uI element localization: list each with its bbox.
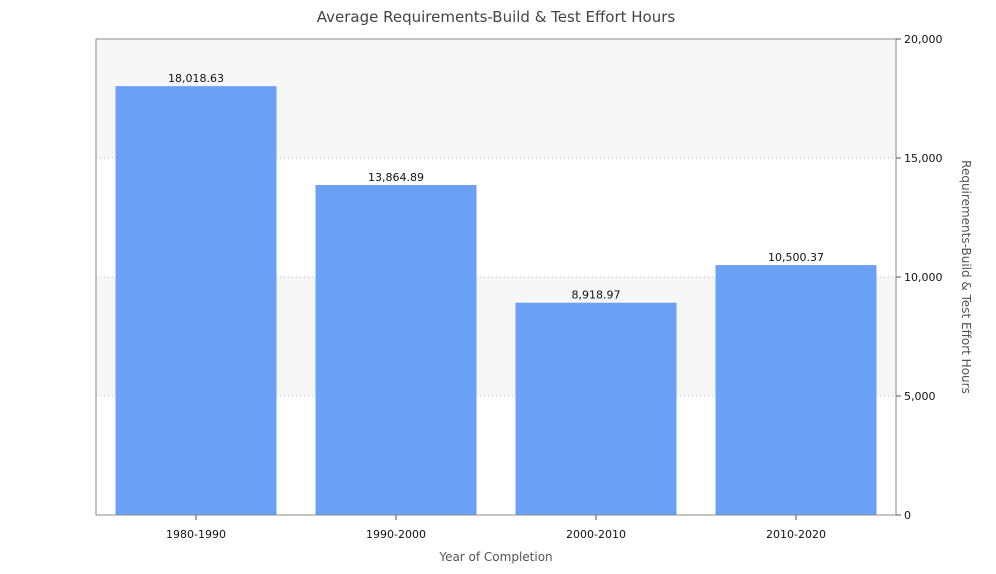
x-axis: 1980-1990 1990-2000 2000-2010 2010-2020 (166, 515, 826, 541)
bar (115, 86, 277, 515)
x-tick-label: 1990-2000 (366, 528, 426, 541)
bar (715, 265, 877, 515)
y-tick-label: 20,000 (904, 33, 943, 46)
bar-value-label: 8,918.97 (572, 289, 621, 302)
chart-title: Average Requirements-Build & Test Effort… (317, 8, 676, 26)
x-axis-title: Year of Completion (438, 550, 552, 564)
y-axis-title: Requirements-Build & Test Effort Hours (959, 160, 973, 394)
bar (515, 302, 677, 515)
bars (115, 86, 877, 515)
bar (315, 185, 477, 515)
x-tick-label: 2000-2010 (566, 528, 626, 541)
y-tick-label: 0 (904, 509, 911, 522)
bar-value-label: 18,018.63 (168, 72, 224, 85)
y-tick-label: 5,000 (904, 390, 936, 403)
x-tick-label: 1980-1990 (166, 528, 226, 541)
gridlines (96, 157, 896, 397)
x-tick-label: 2010-2020 (766, 528, 826, 541)
y-tick-label: 10,000 (904, 271, 943, 284)
y-axis: 0 5,000 10,000 15,000 20,000 (896, 33, 943, 522)
y-tick-label: 15,000 (904, 152, 943, 165)
bar-value-label: 10,500.37 (768, 251, 824, 264)
bar-value-label: 13,864.89 (368, 171, 424, 184)
bar-value-labels: 18,018.63 13,864.89 8,918.97 10,500.37 (168, 72, 824, 302)
